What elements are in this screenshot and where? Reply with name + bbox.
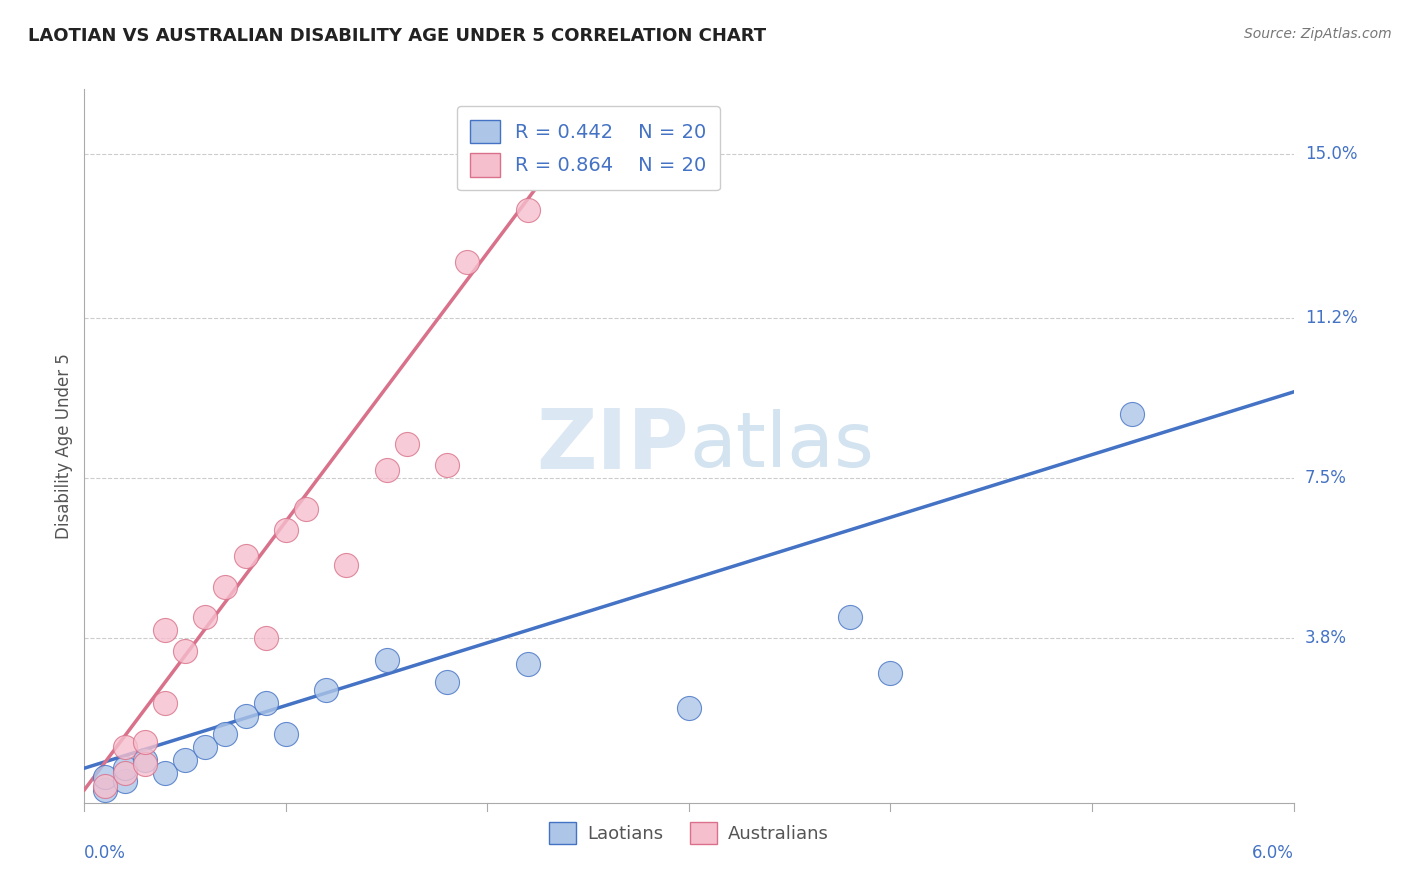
Point	[194, 610, 217, 624]
Text: ZIP: ZIP	[537, 406, 689, 486]
Point	[114, 774, 136, 789]
Text: 6.0%: 6.0%	[1251, 845, 1294, 863]
Point	[174, 644, 197, 658]
Point	[274, 524, 297, 538]
Point	[174, 753, 197, 767]
Point	[335, 558, 357, 572]
Point	[456, 255, 478, 269]
Point	[93, 779, 115, 793]
Point	[114, 739, 136, 754]
Point	[235, 549, 257, 564]
Point	[375, 463, 398, 477]
Point	[315, 683, 337, 698]
Text: atlas: atlas	[689, 409, 873, 483]
Point	[436, 458, 458, 473]
Point	[1121, 407, 1143, 421]
Point	[153, 765, 176, 780]
Point	[114, 761, 136, 775]
Point	[254, 632, 277, 646]
Point	[134, 735, 156, 749]
Point	[678, 700, 700, 714]
Point	[134, 753, 156, 767]
Point	[395, 437, 418, 451]
Point	[839, 610, 862, 624]
Point	[235, 709, 257, 723]
Point	[153, 696, 176, 710]
Text: 11.2%: 11.2%	[1305, 310, 1357, 327]
Point	[516, 657, 538, 672]
Text: Source: ZipAtlas.com: Source: ZipAtlas.com	[1244, 27, 1392, 41]
Point	[93, 782, 115, 797]
Text: 3.8%: 3.8%	[1305, 630, 1347, 648]
Point	[194, 739, 217, 754]
Text: 15.0%: 15.0%	[1305, 145, 1357, 163]
Text: 0.0%: 0.0%	[84, 845, 127, 863]
Point	[153, 623, 176, 637]
Point	[214, 726, 236, 740]
Text: LAOTIAN VS AUSTRALIAN DISABILITY AGE UNDER 5 CORRELATION CHART: LAOTIAN VS AUSTRALIAN DISABILITY AGE UND…	[28, 27, 766, 45]
Point	[274, 726, 297, 740]
Point	[134, 756, 156, 771]
Point	[375, 653, 398, 667]
Point	[879, 666, 901, 681]
Point	[254, 696, 277, 710]
Point	[516, 203, 538, 218]
Y-axis label: Disability Age Under 5: Disability Age Under 5	[55, 353, 73, 539]
Legend: Laotians, Australians: Laotians, Australians	[541, 814, 837, 851]
Point	[295, 501, 318, 516]
Text: 7.5%: 7.5%	[1305, 469, 1347, 487]
Point	[214, 580, 236, 594]
Point	[93, 770, 115, 784]
Point	[436, 674, 458, 689]
Point	[114, 765, 136, 780]
